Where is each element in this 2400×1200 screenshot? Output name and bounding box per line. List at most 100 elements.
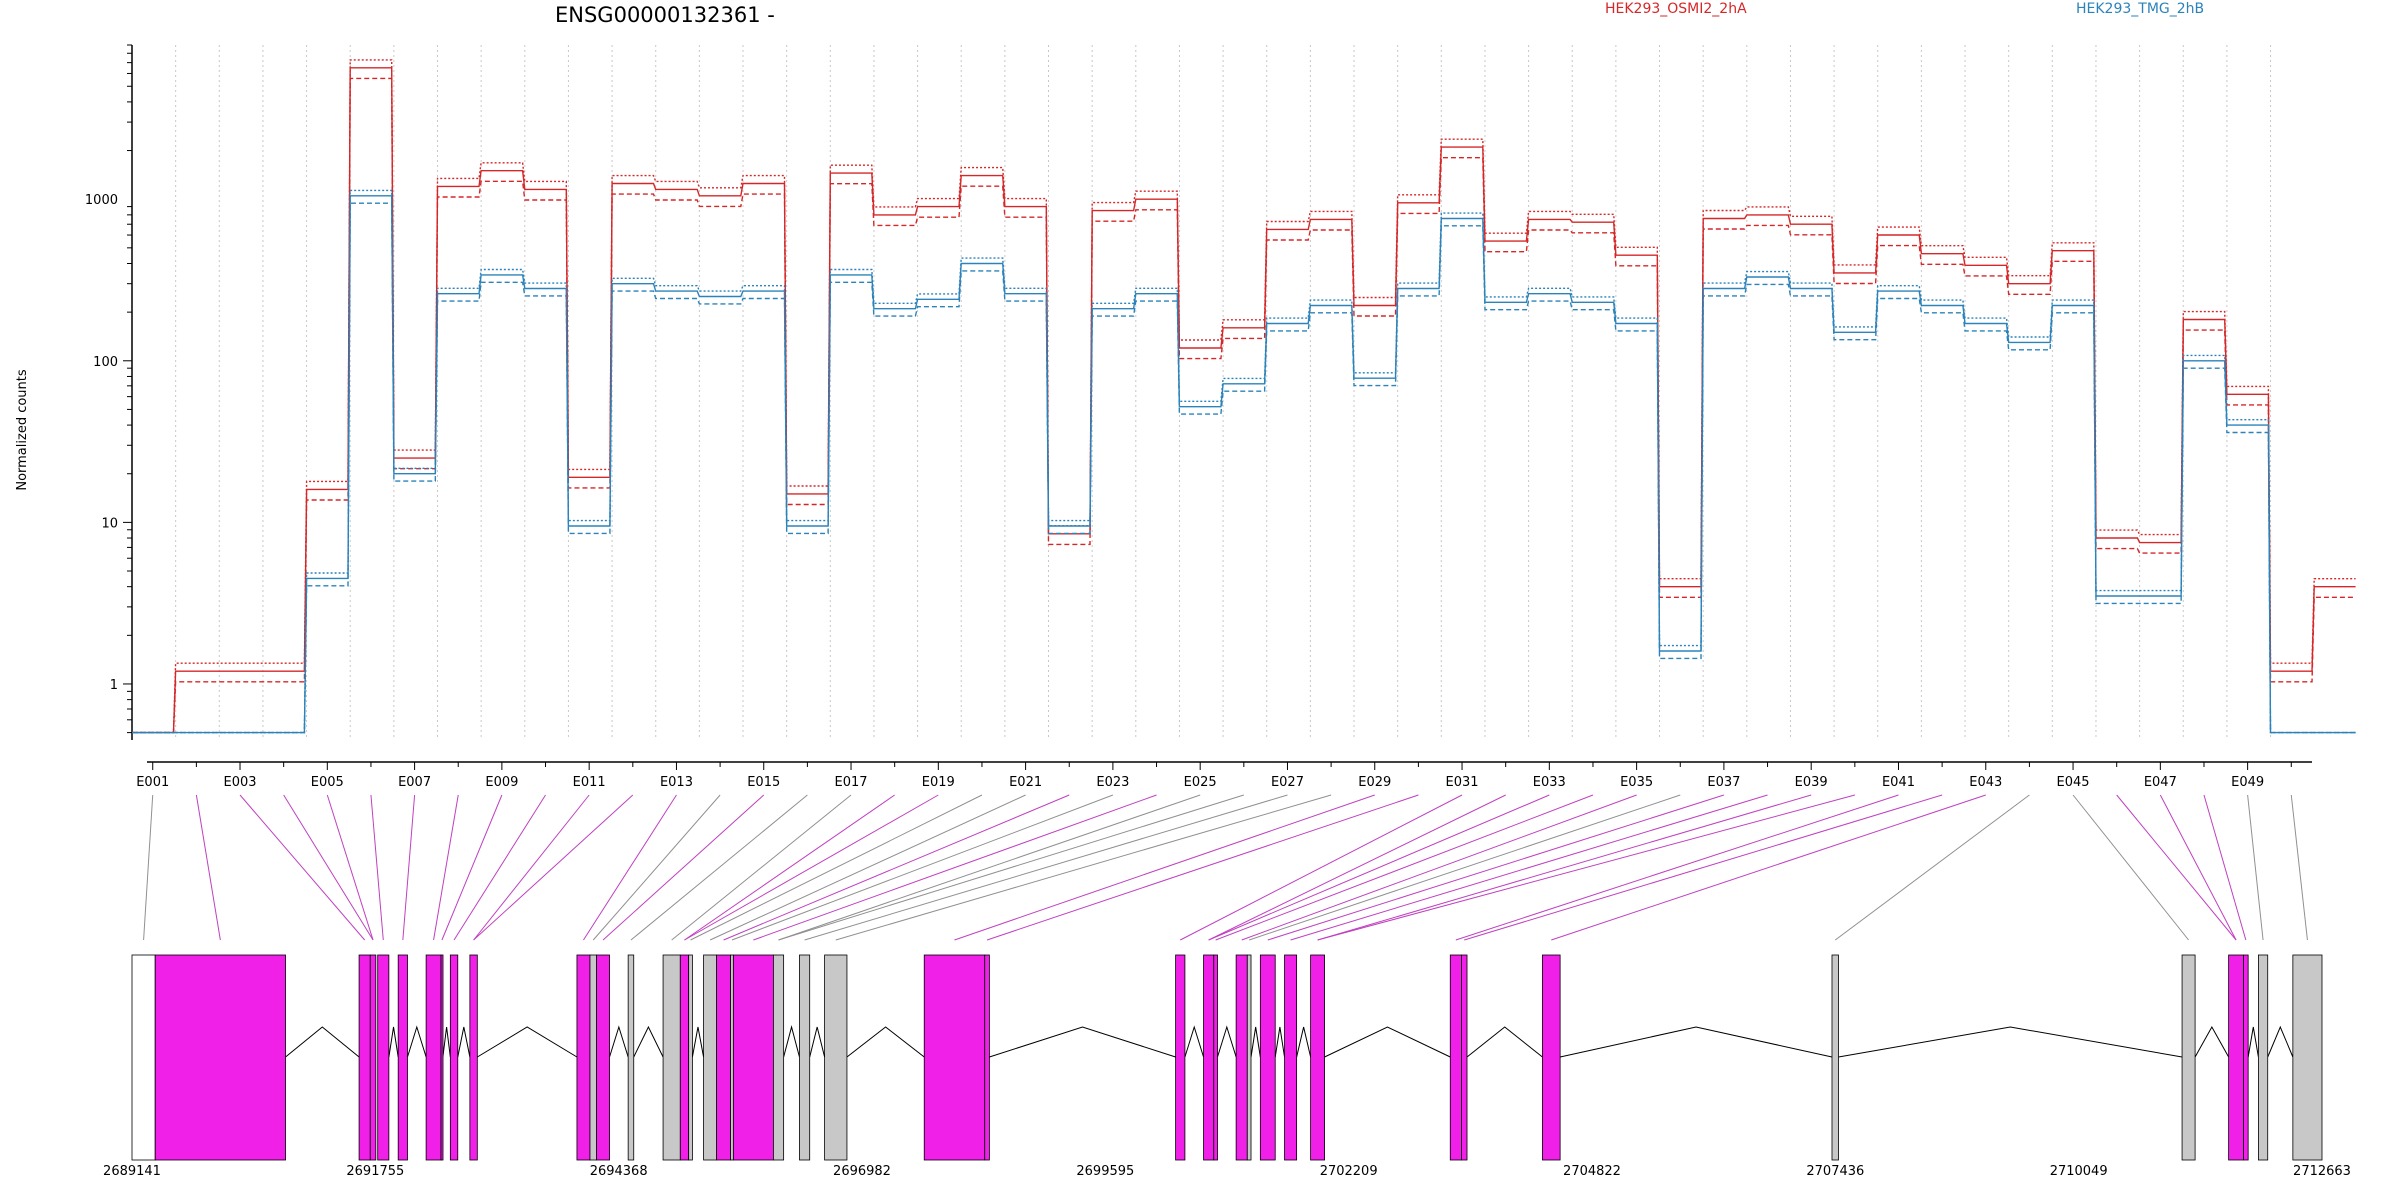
exon-label: E009 (485, 775, 518, 790)
exon-connector (1215, 794, 1594, 941)
exon-label: E013 (660, 775, 693, 790)
exon-connector (690, 794, 983, 941)
y-axis: 1 10 100 1000 (85, 44, 133, 740)
exon-label: E027 (1271, 775, 1304, 790)
intron (2267, 1025, 2294, 1058)
exon-block (923, 954, 986, 1161)
exon-block (440, 954, 444, 1161)
exon-block (469, 954, 478, 1161)
exon-block (799, 954, 811, 1161)
exon-connector (1180, 794, 1463, 941)
exon-connector (402, 794, 416, 941)
coordinate-label: 2689141 (103, 1164, 161, 1179)
exon-label: E001 (136, 775, 169, 790)
intron (2247, 1026, 2259, 1058)
exon-connector (723, 794, 1070, 941)
exon-label: E049 (2231, 775, 2264, 790)
exon-grid (175, 45, 2272, 740)
y-tick-label: 10 (101, 516, 118, 531)
exon-label: E015 (747, 775, 780, 790)
exon-label: E045 (2057, 775, 2090, 790)
exon-connector (592, 794, 721, 941)
exon-connector (1317, 794, 1855, 941)
coordinate-axis: 2689141 2691755 2694368 2696982 2699595 27022… (103, 1164, 2351, 1179)
exon-block (984, 954, 990, 1161)
exon-connector (731, 794, 1114, 941)
exon-connector (671, 794, 852, 941)
intron (1324, 1026, 1451, 1058)
exon-block (2228, 954, 2244, 1161)
exon-connector (143, 794, 154, 941)
legend-entry-osmi: HEK293_OSMI2_2hA (1605, 1, 1747, 17)
exon-connector (195, 794, 221, 941)
exon-block (1831, 954, 1839, 1161)
exon-label: E011 (573, 775, 606, 790)
exon-label: E047 (2144, 775, 2177, 790)
exon-connector (1551, 794, 1986, 941)
coordinate-label: 2691755 (346, 1164, 404, 1179)
exon-connector (778, 794, 1244, 941)
exon-connector (441, 794, 503, 941)
exon-connector (1464, 794, 1943, 941)
exon-connector (473, 794, 590, 941)
coordinate-label: 2699595 (1076, 1164, 1134, 1179)
exon-block (377, 954, 390, 1161)
intron (1466, 1026, 1543, 1058)
exon-block (131, 954, 156, 1161)
exon-connector (1208, 794, 1550, 941)
series-HEK293_OSMI2_2hA (132, 59, 2356, 734)
exon-connector (473, 794, 634, 941)
exon-label: E007 (398, 775, 431, 790)
exon-block (627, 954, 635, 1161)
exon-connector (1208, 794, 1506, 941)
exon-connector (1241, 794, 1637, 941)
exon-connector (778, 794, 1201, 941)
exon-block (1449, 954, 1462, 1161)
exon-axis: E001 E003 E005 E007 E009 E011 E013 E015 E017 E019… (136, 761, 2312, 790)
coordinate-label: 2702209 (1320, 1164, 1378, 1179)
exon-connector (2290, 794, 2308, 941)
y-axis-label: Normalized counts (15, 369, 30, 491)
exon-block (679, 954, 690, 1161)
exon-connector (986, 794, 1419, 941)
exon-block (1175, 954, 1186, 1161)
exon-connector (602, 794, 765, 941)
coordinate-label: 2694368 (590, 1164, 648, 1179)
exon-connector (835, 794, 1332, 941)
coordinate-label: 2710049 (2050, 1164, 2108, 1179)
exon-block (2243, 954, 2249, 1161)
exon-connector (954, 794, 1375, 941)
exon-connector (709, 794, 1026, 941)
exon-connector (283, 794, 374, 941)
intron (1838, 1026, 2183, 1058)
exon-block (397, 954, 408, 1161)
exon-label: E043 (1969, 775, 2002, 790)
exon-block (1213, 954, 1218, 1161)
exon-connector (2116, 794, 2237, 941)
intron (691, 1026, 705, 1058)
exon-block (154, 954, 286, 1161)
exon-label: E021 (1009, 775, 1042, 790)
exon-label: E017 (835, 775, 868, 790)
intron (809, 1026, 826, 1058)
exon-label: E019 (922, 775, 955, 790)
exon-connector (804, 794, 1288, 941)
exon-block (1284, 954, 1298, 1161)
exon-block (2181, 954, 2196, 1161)
exon-connector (2203, 794, 2247, 941)
replicate-line (132, 202, 2356, 734)
exon-label: E035 (1620, 775, 1653, 790)
intron (477, 1026, 578, 1058)
exon-block (1310, 954, 1325, 1161)
exon-block (449, 954, 459, 1161)
exon-label: E031 (1446, 775, 1479, 790)
exon-block (732, 954, 774, 1161)
exon-block (1461, 954, 1468, 1161)
exon-block (2258, 954, 2269, 1161)
exon-label: E005 (311, 775, 344, 790)
intron (1274, 1026, 1286, 1058)
exon-connectors (143, 794, 2308, 941)
exon-connector (1317, 794, 1812, 941)
exon-block (369, 954, 377, 1161)
